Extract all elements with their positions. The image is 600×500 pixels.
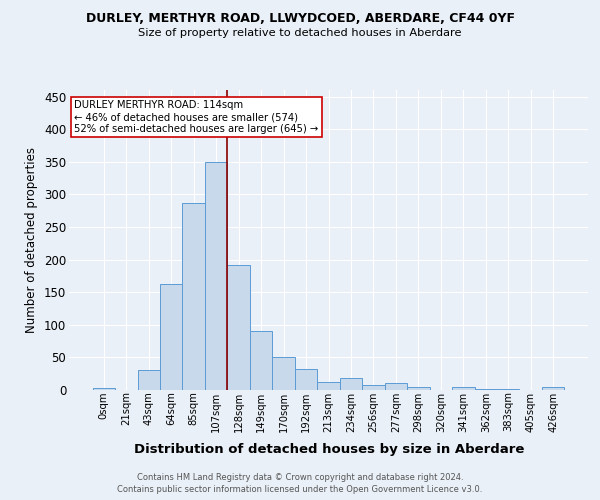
Text: Contains public sector information licensed under the Open Government Licence v3: Contains public sector information licen…	[118, 485, 482, 494]
Bar	[182, 204, 205, 390]
Bar	[340, 378, 362, 390]
Bar	[317, 382, 340, 390]
Bar	[272, 358, 295, 390]
Bar	[452, 386, 475, 390]
Bar	[362, 385, 385, 390]
Bar	[295, 369, 317, 390]
Bar	[137, 370, 160, 390]
Text: DURLEY MERTHYR ROAD: 114sqm
← 46% of detached houses are smaller (574)
52% of se: DURLEY MERTHYR ROAD: 114sqm ← 46% of det…	[74, 100, 319, 134]
Bar	[92, 388, 115, 390]
Bar	[407, 386, 430, 390]
Bar	[385, 384, 407, 390]
Text: DURLEY, MERTHYR ROAD, LLWYDCOED, ABERDARE, CF44 0YF: DURLEY, MERTHYR ROAD, LLWYDCOED, ABERDAR…	[86, 12, 515, 26]
Text: Size of property relative to detached houses in Aberdare: Size of property relative to detached ho…	[138, 28, 462, 38]
Bar	[205, 162, 227, 390]
Bar	[475, 388, 497, 390]
Bar	[542, 388, 565, 390]
Text: Distribution of detached houses by size in Aberdare: Distribution of detached houses by size …	[134, 442, 524, 456]
Text: Contains HM Land Registry data © Crown copyright and database right 2024.: Contains HM Land Registry data © Crown c…	[137, 472, 463, 482]
Bar	[227, 265, 250, 390]
Bar	[160, 284, 182, 390]
Y-axis label: Number of detached properties: Number of detached properties	[25, 147, 38, 333]
Bar	[250, 332, 272, 390]
